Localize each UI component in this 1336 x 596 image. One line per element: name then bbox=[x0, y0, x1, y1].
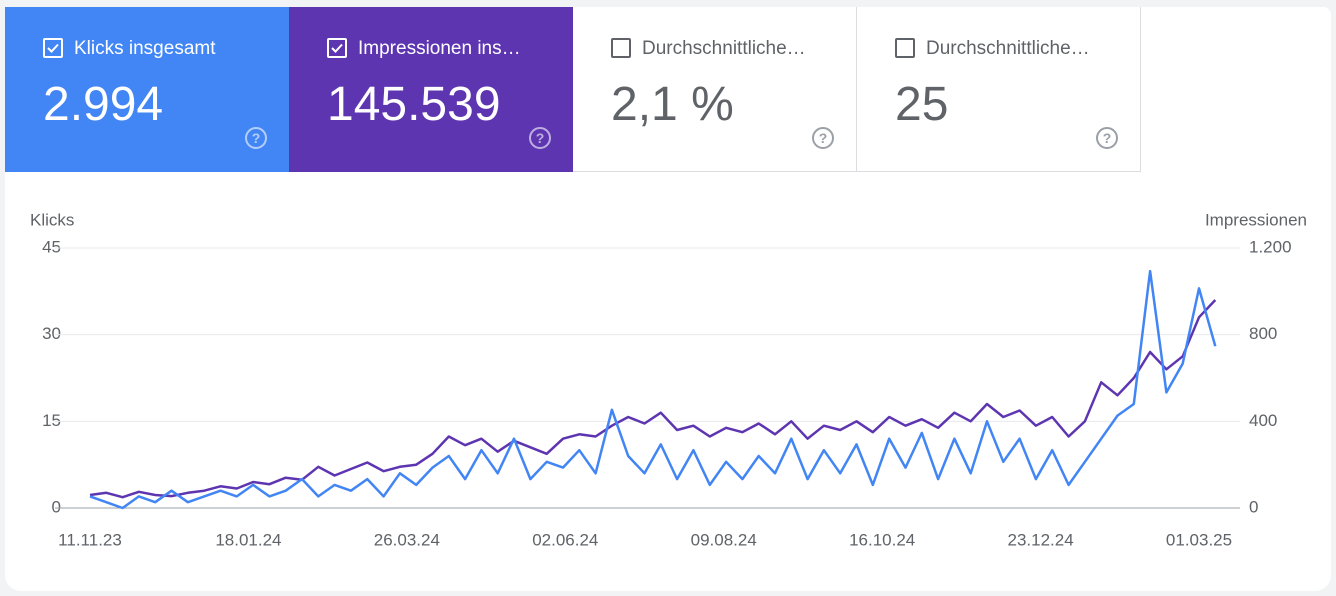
metric-label: Durchschnittliche… bbox=[642, 38, 806, 59]
checkbox[interactable] bbox=[43, 38, 63, 58]
help-icon[interactable]: ? bbox=[245, 127, 267, 149]
help-icon[interactable]: ? bbox=[1096, 127, 1118, 149]
checkbox[interactable] bbox=[611, 38, 631, 58]
metric-card[interactable]: Impressionen ins… 145.539? bbox=[289, 7, 573, 172]
check-icon bbox=[331, 43, 343, 53]
y2-axis-label: Impressionen bbox=[1205, 210, 1307, 229]
panel: Klicks insgesamt 2.994? Impressionen ins… 1… bbox=[5, 7, 1331, 591]
help-icon[interactable]: ? bbox=[529, 127, 551, 149]
y2-tick-label: 0 bbox=[1249, 497, 1258, 516]
x-tick-label: 18.01.24 bbox=[215, 530, 281, 549]
y2-tick-label: 800 bbox=[1249, 324, 1277, 343]
metric-value: 2,1 % bbox=[611, 78, 734, 131]
y2-tick-label: 1.200 bbox=[1249, 237, 1292, 256]
metric-label: Klicks insgesamt bbox=[74, 38, 216, 59]
x-tick-label: 01.03.25 bbox=[1166, 530, 1232, 549]
chart: Klicks Impressionen 0 15 30 45 0 400 800 1.200 1… bbox=[30, 210, 1307, 549]
checkbox[interactable] bbox=[895, 38, 915, 58]
metric-card[interactable]: Durchschnittliche… 25? bbox=[857, 7, 1141, 172]
y-axis-label: Klicks bbox=[30, 210, 74, 229]
metric-label: Impressionen ins… bbox=[358, 38, 521, 59]
metric-label: Durchschnittliche… bbox=[926, 38, 1090, 59]
series-line bbox=[89, 269, 1217, 510]
y-tick-label: 30 bbox=[42, 324, 61, 343]
y2-tick-label: 400 bbox=[1249, 411, 1277, 430]
series-line bbox=[89, 299, 1217, 499]
checkbox[interactable] bbox=[327, 38, 347, 58]
metric-card[interactable]: Klicks insgesamt 2.994? bbox=[5, 7, 289, 172]
x-tick-label: 11.11.23 bbox=[58, 530, 122, 549]
x-tick-label: 26.03.24 bbox=[374, 530, 440, 549]
help-icon[interactable]: ? bbox=[812, 127, 834, 149]
metric-value: 25 bbox=[895, 78, 949, 131]
y-tick-label: 0 bbox=[52, 497, 61, 516]
x-tick-label: 09.08.24 bbox=[691, 530, 757, 549]
y-tick-label: 45 bbox=[42, 237, 61, 256]
x-tick-label: 23.12.24 bbox=[1008, 530, 1074, 549]
y-tick-label: 15 bbox=[42, 411, 61, 430]
x-tick-label: 02.06.24 bbox=[532, 530, 598, 549]
metric-card[interactable]: Durchschnittliche… 2,1 %? bbox=[573, 7, 857, 172]
x-tick-label: 16.10.24 bbox=[849, 530, 915, 549]
check-icon bbox=[47, 43, 59, 53]
metric-value: 2.994 bbox=[43, 78, 164, 131]
metric-value: 145.539 bbox=[327, 78, 501, 131]
